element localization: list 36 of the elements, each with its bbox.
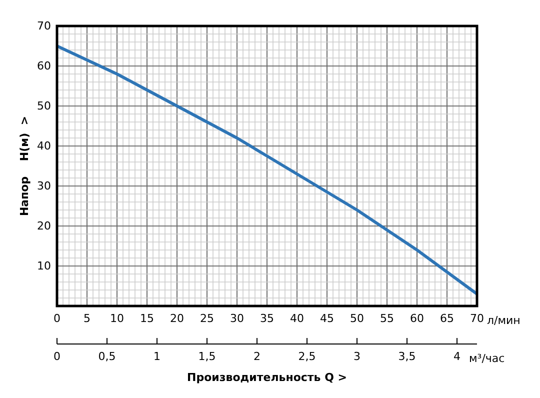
y-tick-label: 10 bbox=[37, 260, 51, 273]
y-axis-title: Напор H(м) > bbox=[18, 116, 31, 216]
x-tick-label: 30 bbox=[230, 312, 244, 325]
x-tick-label: 55 bbox=[380, 312, 394, 325]
x2-tick-label: 2,5 bbox=[298, 350, 316, 363]
x-tick-label: 35 bbox=[260, 312, 274, 325]
y-tick-label: 20 bbox=[37, 220, 51, 233]
x-tick-label: 15 bbox=[140, 312, 154, 325]
x-tick-label: 25 bbox=[200, 312, 214, 325]
x2-tick-label: 4 bbox=[454, 350, 460, 363]
x-tick-label: 10 bbox=[110, 312, 124, 325]
text: м³/час bbox=[469, 352, 505, 365]
x-tick-label: 50 bbox=[350, 312, 364, 325]
x-tick-label: 0 bbox=[54, 312, 60, 325]
y-tick-label: 60 bbox=[37, 60, 51, 73]
line-series bbox=[56, 44, 478, 296]
x-tick-label: 45 bbox=[320, 312, 334, 325]
x-tick-label: 60 bbox=[410, 312, 424, 325]
x2-tick-label: 3,5 bbox=[398, 350, 416, 363]
x2-tick-label: 1,5 bbox=[198, 350, 216, 363]
text: л/мин bbox=[487, 314, 520, 327]
x-tick-label: 70 bbox=[470, 312, 484, 325]
x-tick-label: 40 bbox=[290, 312, 304, 325]
x2-tick-label: 2 bbox=[254, 350, 260, 363]
y-tick-label: 50 bbox=[37, 100, 51, 113]
x2-tick-label: 3 bbox=[354, 350, 360, 363]
x-tick-label: 20 bbox=[170, 312, 184, 325]
x2-tick-label: 1 bbox=[154, 350, 160, 363]
y-tick-label: 30 bbox=[37, 180, 51, 193]
x-tick-label: 65 bbox=[440, 312, 454, 325]
x2-tick-label: 0,5 bbox=[98, 350, 116, 363]
x-axis-title: Производительность Q > bbox=[187, 371, 347, 384]
x-tick-label: 5 bbox=[84, 312, 90, 325]
y-tick-label: 40 bbox=[37, 140, 51, 153]
x2-tick-label: 0 bbox=[54, 350, 60, 363]
y-tick-label: 70 bbox=[37, 20, 51, 33]
